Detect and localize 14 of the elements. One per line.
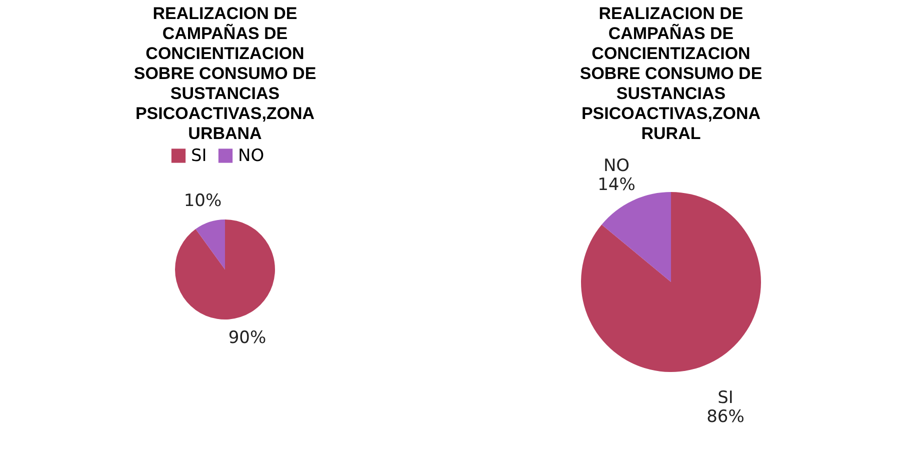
data-label: 14% bbox=[598, 175, 636, 196]
data-label: 90% bbox=[228, 328, 266, 348]
pie-slice bbox=[175, 220, 275, 320]
pie-slice bbox=[196, 220, 225, 270]
legend-label: NO bbox=[238, 146, 264, 166]
slice-label: NO bbox=[603, 156, 630, 176]
legend-label: SI bbox=[191, 146, 207, 166]
data-label: 10% bbox=[184, 191, 222, 212]
slice-label: SI bbox=[718, 388, 734, 408]
chart-title: REALIZACION DE CAMPAÑAS DE CONCIENTIZACION SOBRE CONSUMO DE SUSTANCIAS PSICOACTIVAS,ZONA URBANA bbox=[134, 4, 316, 143]
pie-slice bbox=[581, 192, 761, 372]
chart-title: REALIZACION DE CAMPAÑAS DE CONCIENTIZACION SOBRE CONSUMO DE SUSTANCIAS PSICOACTIVAS,ZONA RURAL bbox=[580, 4, 762, 143]
pie-slice bbox=[602, 192, 671, 282]
data-label: 86% bbox=[706, 406, 744, 427]
